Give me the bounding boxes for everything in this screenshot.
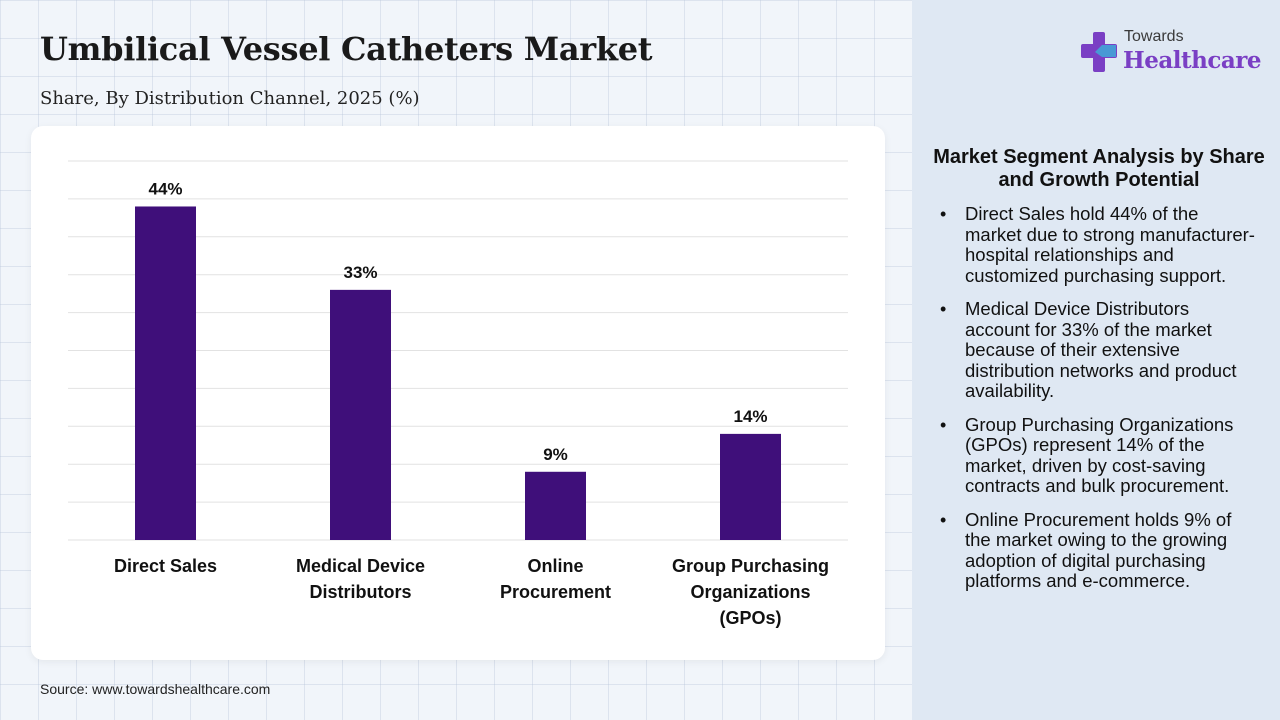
category-label: Online Procurement [500, 556, 611, 602]
category-label: Medical Device Distributors [296, 556, 425, 602]
data-label: 14% [733, 407, 767, 426]
chart-card: 44% Direct Sales 33% Medical Device Distribu… [31, 126, 885, 660]
analysis-list: Direct Sales hold 44% of the market due … [935, 203, 1255, 605]
data-label: 44% [148, 179, 182, 198]
page-subtitle: Share, By Distribution Channel, 2025 (%) [40, 88, 420, 109]
logo-text-top: Towards [1124, 28, 1184, 45]
analysis-title: Market Segment Analysis by Share and Gro… [933, 146, 1265, 191]
page-title: Umbilical Vessel Catheters Market [40, 30, 653, 68]
category-label: Group Purchasing Organizations (GPOs) [672, 556, 829, 628]
logo-text-bottom: Healthcare [1123, 47, 1262, 74]
data-label: 33% [343, 263, 377, 282]
bar [525, 471, 586, 540]
brand-logo: Towards Healthcare [1080, 28, 1262, 78]
analysis-item: Medical Device Distributors account for … [935, 298, 1255, 402]
analysis-item: Online Procurement holds 9% of the marke… [935, 509, 1255, 592]
analysis-item: Group Purchasing Organizations (GPOs) re… [935, 414, 1255, 497]
source-note: Source: www.towardshealthcare.com [40, 681, 271, 697]
data-label: 9% [543, 445, 568, 464]
bar-chart: 44% Direct Sales 33% Medical Device Distribu… [68, 160, 848, 628]
analysis-item: Direct Sales hold 44% of the market due … [935, 203, 1255, 286]
bar [330, 289, 391, 540]
medical-cross-icon [1081, 32, 1117, 72]
bar [720, 433, 781, 540]
category-label: Direct Sales [114, 556, 217, 576]
bar [135, 206, 196, 540]
